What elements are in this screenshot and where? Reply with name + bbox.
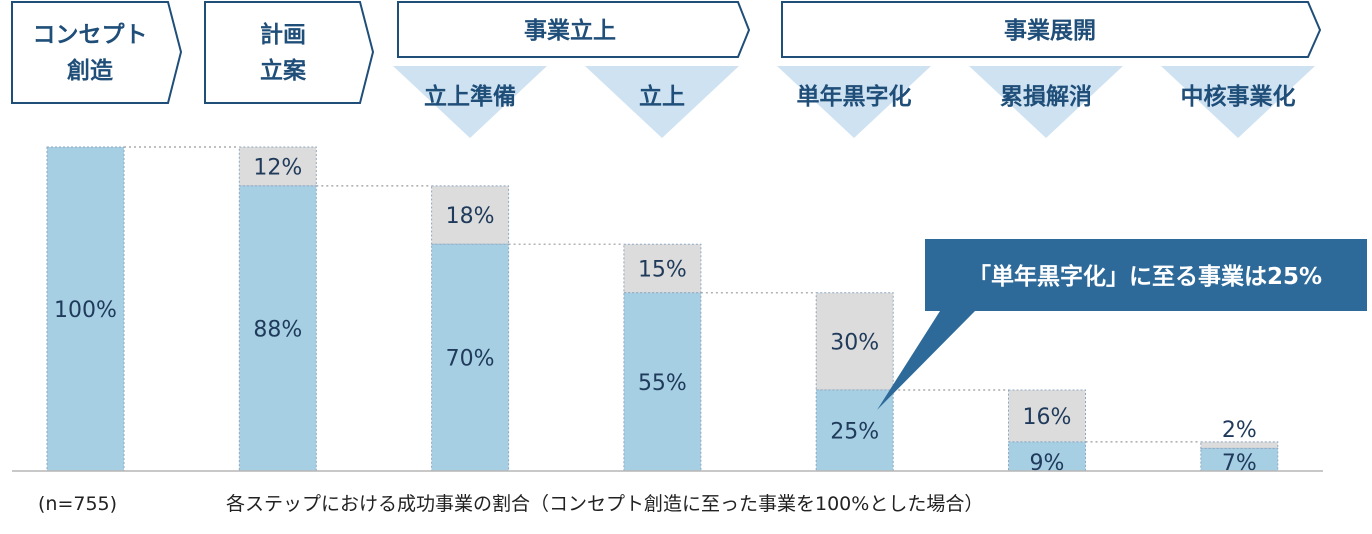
label-success-3: 55% bbox=[638, 371, 687, 396]
stage-arrow-expansion bbox=[781, 0, 1322, 58]
label-dropout-4: 30% bbox=[830, 330, 879, 355]
label-dropout-6: 2% bbox=[1222, 418, 1257, 443]
bar-success-5 bbox=[1008, 441, 1086, 472]
bar-dropout-5 bbox=[1008, 389, 1086, 443]
substage-triangle-cumulative bbox=[969, 66, 1123, 138]
substage-label-cumulative: 累損解消 bbox=[1000, 83, 1092, 110]
substage-label-profit: 単年黒字化 bbox=[797, 83, 912, 110]
label-success-4: 25% bbox=[830, 420, 879, 445]
label-success-5: 9% bbox=[1030, 451, 1065, 476]
bar-success-4 bbox=[815, 389, 894, 472]
substage-triangle-prep bbox=[393, 66, 547, 138]
substage-label-core: 中核事業化 bbox=[1181, 83, 1296, 110]
stage-label-expansion: 事業展開 bbox=[1004, 17, 1096, 44]
substage-triangle-profit bbox=[777, 66, 931, 138]
bar-group: 100% 88% 12% 70% 18% 55% 15% 25% 30% 9% 16% 7% 2% bbox=[46, 146, 1279, 476]
stage-label-planning-line1: 計画 bbox=[260, 21, 306, 48]
substage-triangle-launch bbox=[585, 66, 739, 138]
callout-text: 「単年黒字化」に至る事業は25% bbox=[968, 263, 1322, 290]
label-dropout-1: 12% bbox=[253, 155, 302, 180]
stage-label-concept-line2: 創造 bbox=[67, 58, 114, 84]
substage-triangle-core bbox=[1161, 66, 1315, 138]
bar-dropout-1 bbox=[238, 146, 317, 187]
bar-success-6 bbox=[1200, 447, 1279, 472]
callout-box bbox=[877, 239, 1367, 410]
stage-arrow-concept bbox=[11, 0, 183, 104]
bar-dropout-4 bbox=[815, 292, 894, 391]
label-success-6: 7% bbox=[1222, 451, 1257, 476]
bar-dropout-2 bbox=[431, 185, 510, 245]
substage-label-prep: 立上準備 bbox=[424, 83, 516, 110]
label-dropout-3: 15% bbox=[638, 258, 687, 283]
stage-label-planning-line2: 立案 bbox=[260, 57, 307, 84]
label-success-1: 88% bbox=[253, 317, 302, 342]
chart-caption: 各ステップにおける成功事業の割合（コンセプト創造に至った事業を100%とした場合… bbox=[226, 493, 983, 515]
label-dropout-5: 16% bbox=[1023, 405, 1072, 430]
label-success-2: 70% bbox=[446, 347, 495, 372]
substage-label-launch: 立上 bbox=[639, 83, 685, 110]
bar-success-3 bbox=[623, 292, 702, 472]
connector-lines bbox=[124, 146, 1201, 443]
label-dropout-2: 18% bbox=[446, 204, 495, 229]
stage-label-concept-line1: コンセプト bbox=[33, 22, 148, 48]
sample-size-note: (n=755) bbox=[38, 493, 117, 515]
stage-arrow-planning bbox=[204, 0, 375, 104]
stage-label-launch: 事業立上 bbox=[524, 17, 616, 44]
bar-success-0 bbox=[46, 146, 125, 472]
label-success-0: 100% bbox=[54, 298, 117, 323]
bar-success-2 bbox=[431, 243, 510, 472]
bar-dropout-3 bbox=[623, 243, 702, 294]
stage-arrow-launch bbox=[397, 0, 751, 58]
